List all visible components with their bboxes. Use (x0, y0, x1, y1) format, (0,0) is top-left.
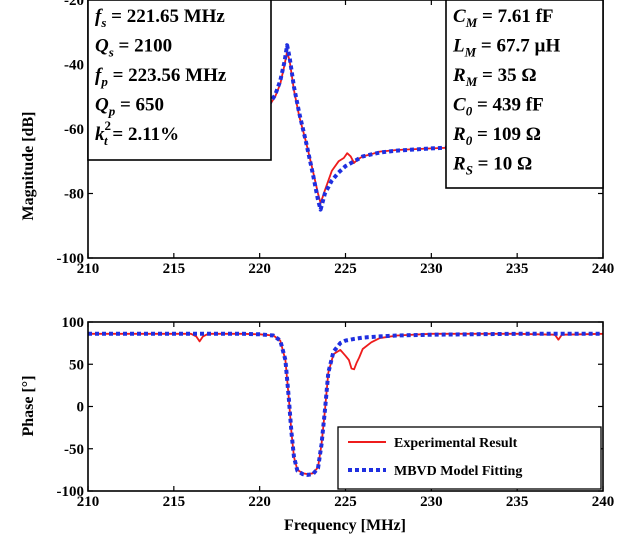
phase-ytick-label: -100 (57, 484, 85, 500)
magnitude-xtick-label: 220 (248, 261, 271, 277)
phase-ytick-label: -50 (64, 442, 84, 458)
mbvd-parameter-5: R0 = 109 Ω (452, 124, 541, 148)
phase-ytick-label: 0 (77, 400, 85, 416)
phase-xtick-label: 235 (506, 494, 529, 510)
mbvd-parameter-1: CM = 7.61 fF (453, 6, 554, 30)
phase-panel: 210 215 220 225 230 235 240 -100 -50 0 50 100 Phase… (20, 315, 614, 534)
phase-ytick-label: 100 (62, 315, 85, 331)
phase-xtick-label: 210 (77, 494, 100, 510)
resonance-parameter-5: k2 t = 2.11% (95, 118, 179, 148)
resonance-parameters-box-frame (87, 0, 272, 161)
phase-ticks: 210 215 220 225 230 235 240 -100 -50 0 50 100 (57, 315, 615, 510)
frequency-x-axis-label: Frequency [MHz] (284, 517, 406, 534)
mbvd-parameter-4: C0 = 439 fF (453, 95, 544, 119)
phase-xtick-label: 240 (592, 494, 615, 510)
magnitude-ytick-label: -20 (64, 0, 84, 9)
phase-ytick-label: 50 (69, 357, 84, 373)
phase-series-model (88, 331, 603, 477)
magnitude-xtick-label: 225 (334, 261, 357, 277)
magnitude-xtick-label: 210 (77, 261, 100, 277)
legend-frame (337, 426, 602, 490)
legend-label-experimental: Experimental Result (394, 436, 518, 451)
resonance-parameter-1: fs = 221.65 MHz (95, 6, 225, 30)
mbvd-parameter-6: RS = 10 Ω (452, 154, 532, 178)
magnitude-ytick-label: -100 (57, 251, 85, 267)
phase-y-axis-label: Phase [°] (20, 375, 37, 436)
magnitude-ytick-label: -80 (64, 187, 84, 203)
mbvd-parameter-2: LM = 67.7 µH (452, 36, 560, 60)
phase-xtick-label: 225 (334, 494, 357, 510)
mbvd-parameter-3: RM = 35 Ω (452, 65, 537, 89)
magnitude-panel: 210 215 220 225 230 235 240 -100 -80 -60 -40 -20 Ma… (20, 0, 614, 277)
magnitude-xtick-label: 240 (592, 261, 615, 277)
magnitude-ytick-label: -40 (64, 58, 84, 74)
magnitude-xtick-label: 235 (506, 261, 529, 277)
resonance-parameters-box: fs = 221.65 MHz Qs = 2100 fp = 223.56 MHz Q… (87, 0, 272, 161)
phase-xtick-label: 230 (420, 494, 443, 510)
magnitude-xtick-label: 230 (420, 261, 443, 277)
resonance-parameter-4: Qp = 650 (95, 95, 164, 119)
mbvd-parameters-box-frame (445, 0, 604, 189)
legend-label-model: MBVD Model Fitting (394, 464, 522, 479)
legend: Experimental Result MBVD Model Fitting (337, 426, 602, 490)
magnitude-xtick-label: 215 (163, 261, 186, 277)
phase-plot-lines (88, 331, 603, 477)
magnitude-ytick-label: -60 (64, 122, 84, 138)
resonance-parameter-3: fp = 223.56 MHz (95, 65, 227, 89)
magnitude-y-axis-label: Magnitude [dB] (20, 112, 37, 221)
resonance-parameter-2: Qs = 2100 (95, 36, 172, 60)
phase-xtick-label: 220 (248, 494, 271, 510)
phase-xtick-label: 215 (163, 494, 186, 510)
mbvd-parameters-box: CM = 7.61 fF LM = 67.7 µH RM = 35 Ω C0 = 43… (445, 0, 604, 189)
